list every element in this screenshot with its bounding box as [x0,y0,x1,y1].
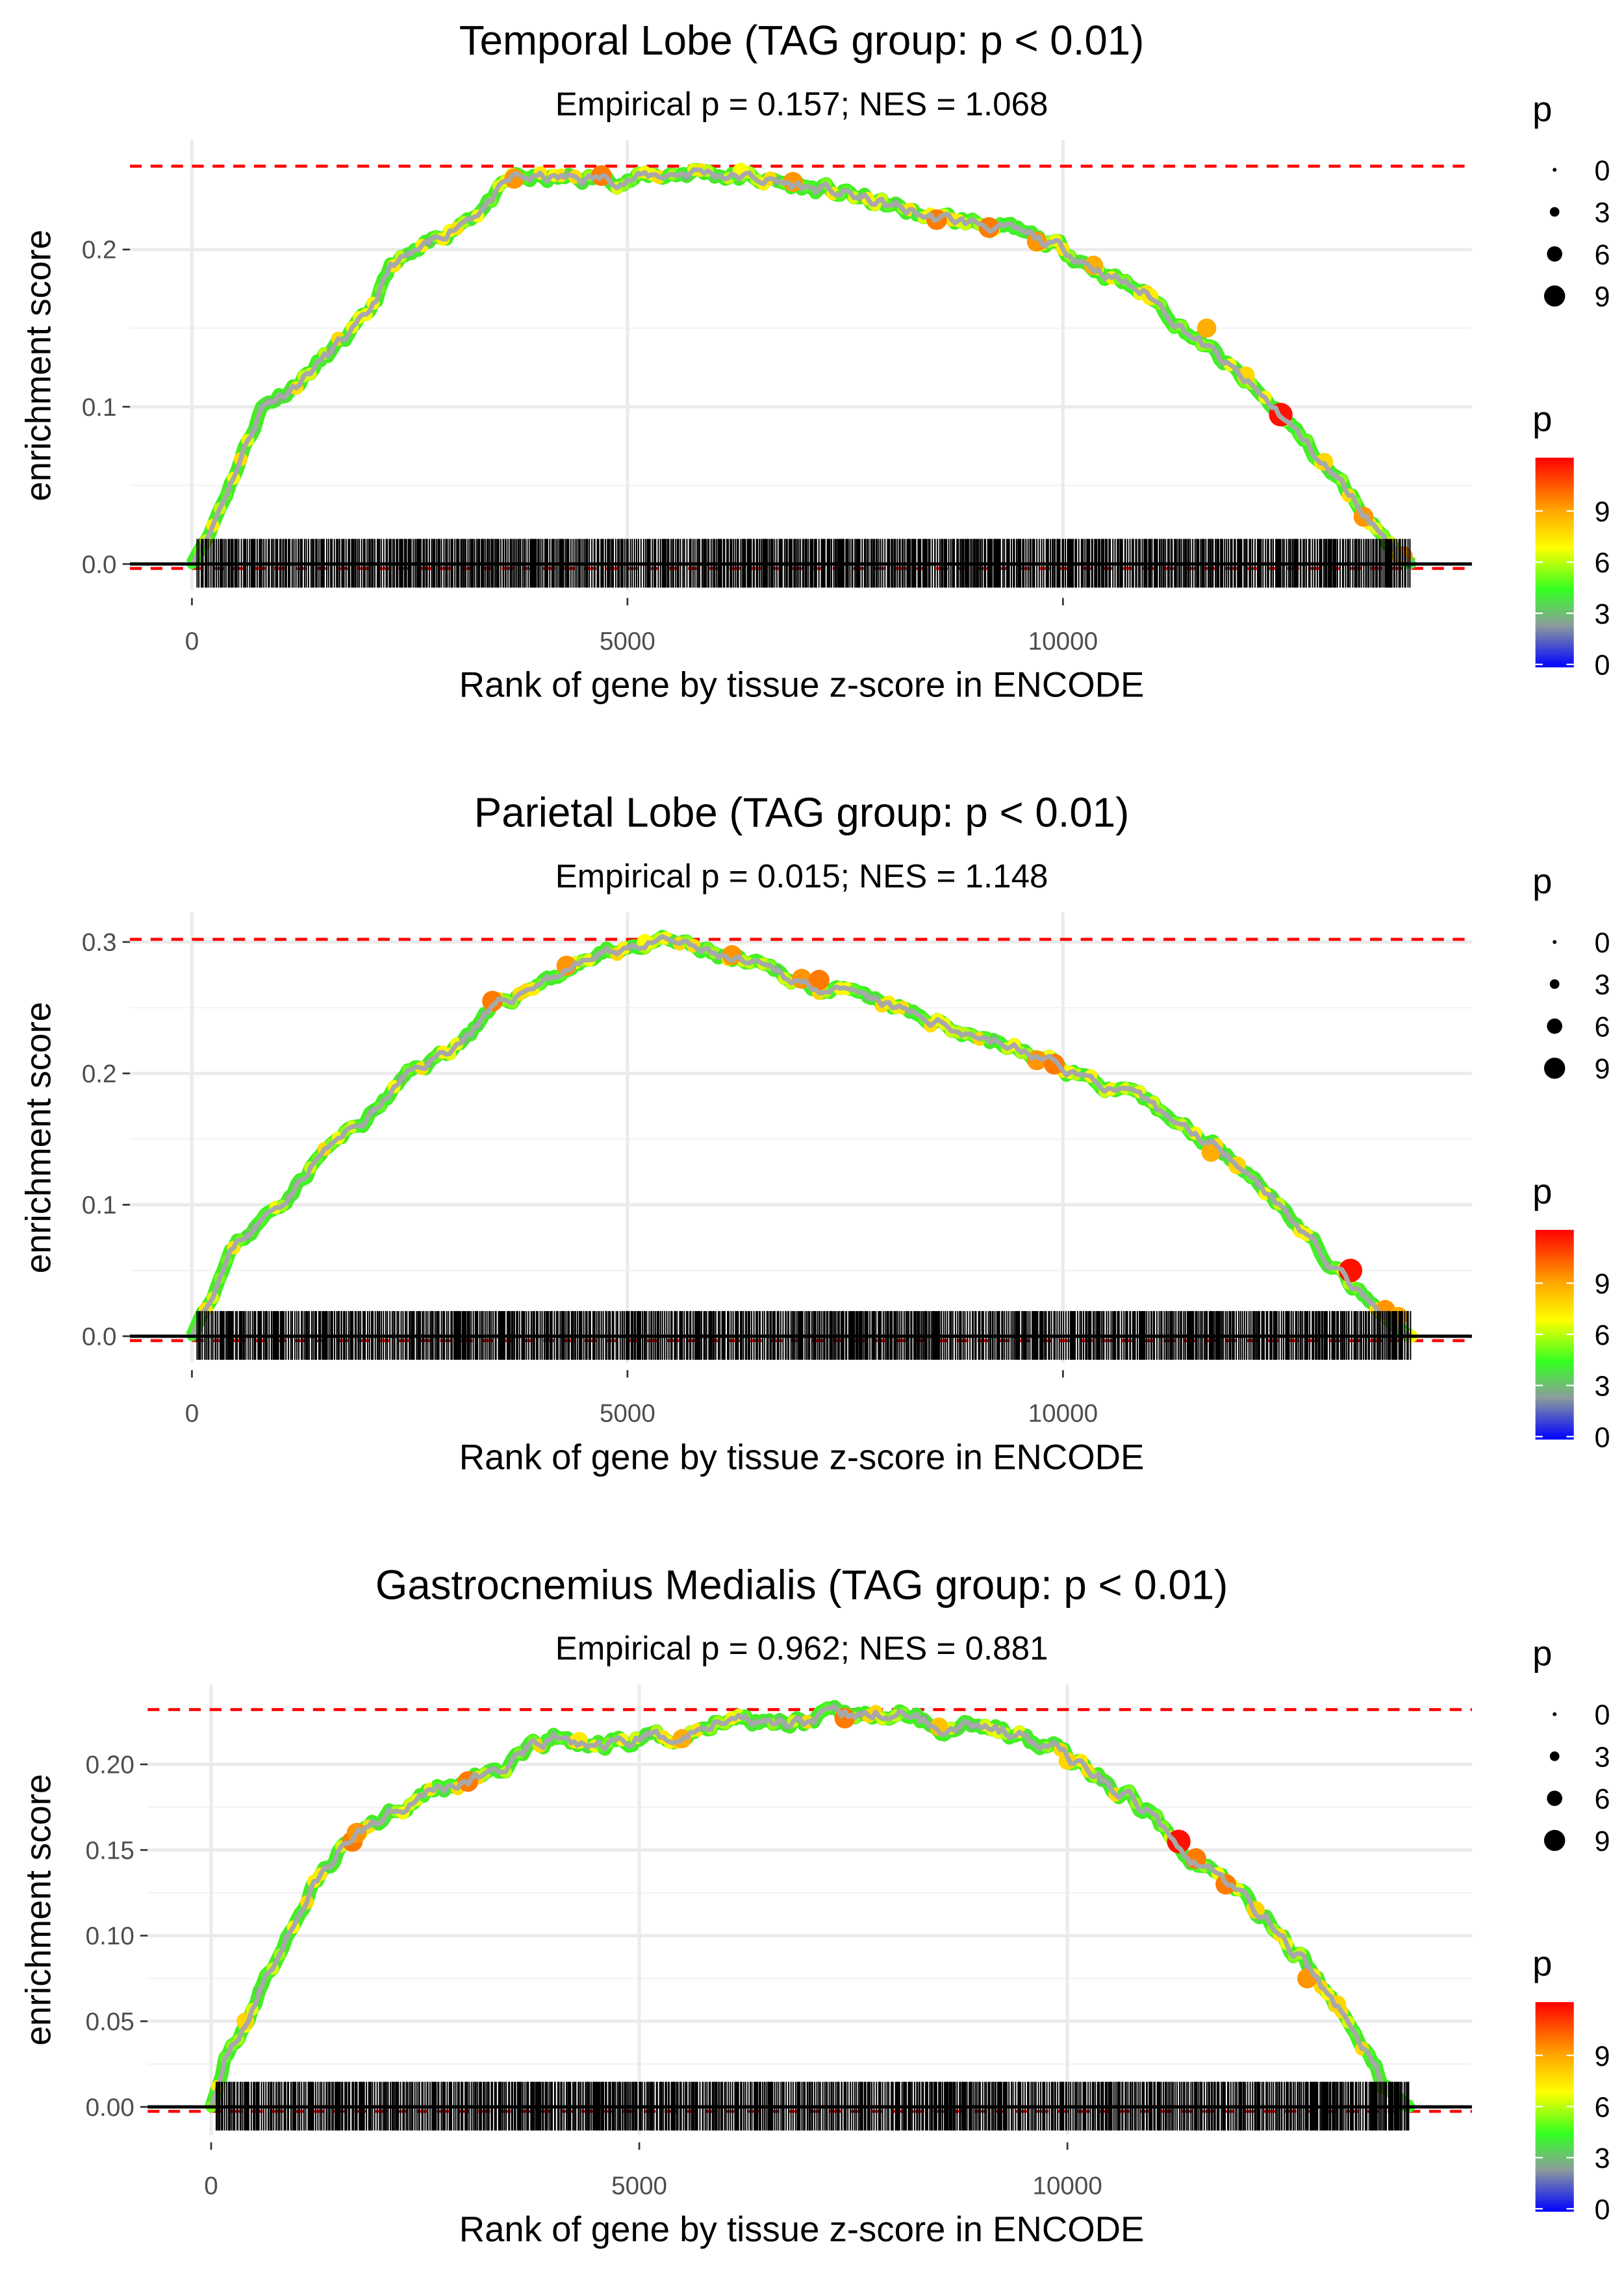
size-legend-dot [1543,285,1566,307]
size-legend-dot [1553,1712,1557,1716]
size-legend-label: 0 [1595,928,1610,959]
size-legend-dot [1547,1790,1563,1807]
colorbar-label: 3 [1595,599,1610,630]
size-legend-dot [1547,246,1563,262]
y-tick-label: 0.05 [86,2008,134,2036]
panel-2: Parietal Lobe (TAG group: p < 0.01) Empir… [18,790,1610,1477]
chart-title: Parietal Lobe (TAG group: p < 0.01) [474,790,1130,836]
es-highlight-point [482,991,503,1011]
chart-subtitle: Empirical p = 0.962; NES = 0.881 [555,1630,1048,1667]
size-legend-dot [1553,168,1557,172]
size-legend-dot [1549,979,1560,989]
es-curve [190,167,1414,566]
size-legend-label: 6 [1595,1784,1610,1815]
size-legend-label: 0 [1595,1700,1610,1731]
chart-subtitle: Empirical p = 0.015; NES = 1.148 [555,858,1048,895]
y-tick-label: 0.00 [86,2094,134,2122]
chart-title: Gastrocnemius Medialis (TAG group: p < 0… [375,1562,1228,1608]
colorbar-label: 6 [1595,548,1610,579]
color-legend-title: p [1532,400,1552,439]
colorbar-label: 6 [1595,1320,1610,1351]
y-axis-label: enrichment score [18,229,58,501]
size-legend-label: 9 [1595,282,1610,313]
size-legend-dot [1553,940,1557,944]
size-legend-label: 9 [1595,1054,1610,1085]
color-legend-title: p [1532,1944,1552,1983]
size-legend-label: 9 [1595,1826,1610,1857]
size-legend-title: p [1532,1634,1552,1673]
size-legend-dot [1543,1058,1566,1079]
legend: p 0 3 6 9 p 9 6 3 0 [1532,1634,1610,2226]
size-legend-label: 3 [1595,1742,1610,1773]
y-tick-label: 0.15 [86,1837,134,1864]
y-tick-label: 0.3 [82,929,117,957]
x-axis-label: Rank of gene by tissue z-score in ENCODE [459,2209,1145,2249]
colorbar-label: 3 [1595,1371,1610,1403]
y-tick-label: 0.0 [82,551,117,579]
colorbar-label: 0 [1595,1422,1610,1453]
gridlines [147,1685,1472,2135]
chart-subtitle: Empirical p = 0.157; NES = 1.068 [555,85,1048,122]
es-highlight-point [809,969,830,991]
size-legend-dot [1549,1751,1560,1761]
x-tick-label: 5000 [600,1400,655,1428]
y-tick-label: 0.0 [82,1323,117,1351]
size-legend-label: 3 [1595,197,1610,229]
y-tick-label: 0.1 [82,1191,117,1219]
y-tick-label: 0.20 [86,1751,134,1779]
x-tick-label: 10000 [1028,1400,1098,1428]
legend: p 0 3 6 9 p 9 6 3 0 [1532,861,1610,1453]
es-highlight-point [1167,1829,1191,1853]
x-tick-label: 5000 [611,2172,667,2200]
es-curve-halo [205,1699,1414,2113]
size-legend-label: 6 [1595,240,1610,271]
colorbar-label: 9 [1595,2041,1610,2072]
colorbar-label: 3 [1595,2143,1610,2174]
es-highlight-point [1197,318,1217,338]
x-axis-label: Rank of gene by tissue z-score in ENCODE [459,665,1145,705]
size-legend-dot [1543,1829,1566,1851]
y-tick-label: 0.2 [82,1060,117,1088]
es-highlight-point [930,1717,948,1736]
size-legend-label: 0 [1595,155,1610,186]
panel-3: Gastrocnemius Medialis (TAG group: p < 0… [18,1562,1610,2249]
x-tick-label: 10000 [1032,2172,1102,2200]
x-tick-label: 0 [204,2172,218,2200]
size-legend-dot [1549,207,1560,217]
legend: p 0 3 6 9 p 9 6 3 0 [1532,89,1610,681]
colorbar-label: 0 [1595,2194,1610,2226]
es-curve-halo [186,930,1415,1343]
es-curve [209,1704,1412,2109]
x-tick-label: 5000 [600,628,655,655]
x-tick-label: 10000 [1028,628,1098,655]
x-tick-label: 0 [185,1400,199,1428]
color-legend-title: p [1532,1171,1552,1211]
chart-title: Temporal Lobe (TAG group: p < 0.01) [459,18,1145,64]
size-legend-dot [1547,1018,1563,1034]
panel-1: Temporal Lobe (TAG group: p < 0.01) Empir… [18,18,1610,705]
colorbar-label: 9 [1595,1269,1610,1300]
colorbar-label: 0 [1595,650,1610,681]
size-legend-title: p [1532,89,1552,129]
es-points [186,931,1418,1343]
x-axis-label: Rank of gene by tissue z-score in ENCODE [459,1437,1145,1477]
colorbar-label: 9 [1595,496,1610,528]
size-legend-title: p [1532,861,1552,901]
y-tick-label: 0.10 [86,1922,134,1950]
es-curve [190,934,1413,1339]
colorbar-label: 6 [1595,2092,1610,2123]
x-tick-label: 0 [185,628,199,655]
y-tick-label: 0.2 [82,236,117,264]
y-tick-label: 0.1 [82,394,117,422]
size-legend-label: 3 [1595,970,1610,1001]
y-axis-label: enrichment score [18,1774,58,2046]
size-legend-label: 6 [1595,1011,1610,1043]
gridlines [130,140,1472,591]
y-axis-label: enrichment score [18,1002,58,1273]
